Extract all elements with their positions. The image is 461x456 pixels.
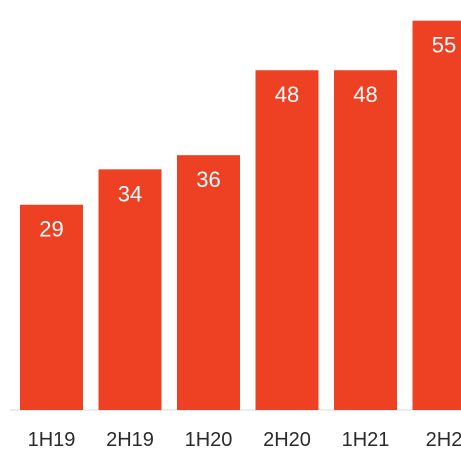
data-label-1h21: 48 [353,82,377,107]
bars-group [20,20,461,411]
tick-label-1h21: 1H21 [342,429,390,451]
bar-1h21 [334,70,397,411]
bar-2h20 [255,70,319,411]
bar-2h19 [98,169,162,410]
data-label-2h20: 48 [275,82,299,107]
bar-1h20 [177,155,240,410]
x-axis-tick-labels: 1H19 2H19 1H20 2H20 1H21 2H2 [28,429,461,451]
tick-label-1h20: 1H20 [185,429,233,451]
bar-1h19 [20,204,83,410]
data-label-2h2: 55 [432,33,456,58]
tick-label-1h19: 1H19 [28,429,76,451]
tick-label-2h19: 2H19 [106,429,154,451]
bar-labels-group: 29 34 36 48 48 55 [39,33,456,242]
data-label-1h19: 29 [39,217,63,242]
bar-2h2 [412,20,461,411]
tick-label-2h20: 2H20 [263,429,311,451]
data-label-2h19: 34 [118,181,142,206]
data-label-1h20: 36 [196,167,220,192]
tick-label-2h2: 2H2 [426,429,461,451]
